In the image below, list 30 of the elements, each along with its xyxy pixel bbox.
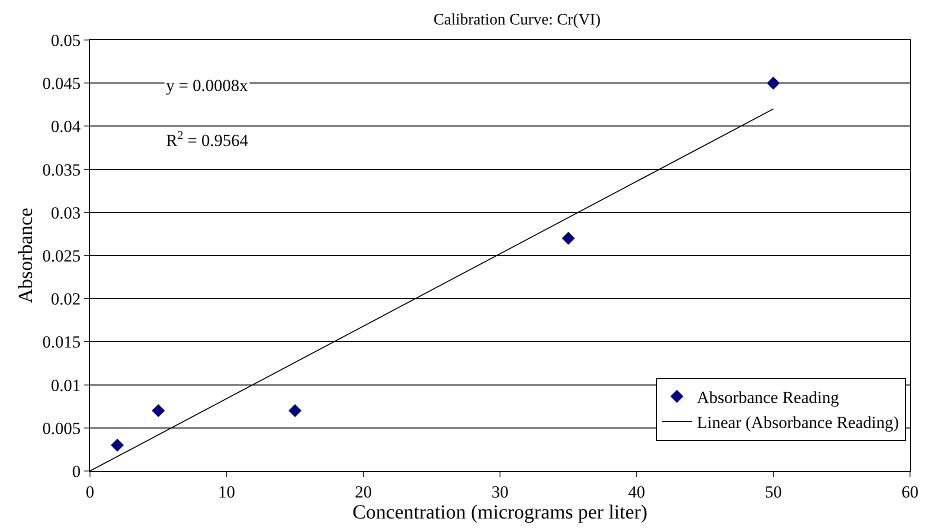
point bbox=[288, 404, 302, 418]
x-axis-title: Concentration (micrograms per liter) bbox=[352, 501, 648, 524]
x-tick-label: 50 bbox=[764, 482, 782, 502]
x-tick-label: 20 bbox=[354, 482, 372, 502]
y-tick-label: 0.035 bbox=[42, 160, 81, 180]
annotation: y = 0.0008x bbox=[166, 76, 248, 95]
y-tick-label: 0.05 bbox=[50, 30, 81, 50]
annotation: R$^{2}$ = 0.9564 bbox=[166, 128, 249, 150]
legend-label: Linear (Absorbance Reading) bbox=[696, 413, 899, 432]
y-tick-label: 0 bbox=[72, 462, 81, 481]
x-tick-label: 10 bbox=[218, 482, 236, 502]
point bbox=[110, 438, 124, 452]
y-tick-label: 0.04 bbox=[50, 117, 82, 136]
y-axis-title: Absorbance bbox=[14, 208, 37, 304]
point bbox=[766, 76, 780, 90]
y-tick-label: 0.01 bbox=[50, 376, 81, 395]
point bbox=[152, 404, 165, 418]
y-tick-label: 0.045 bbox=[42, 74, 81, 94]
x-tick-label: 40 bbox=[628, 482, 646, 502]
legend-label: Absorbance Reading bbox=[696, 388, 840, 408]
y-tick-label: 0.03 bbox=[50, 203, 81, 222]
y-tick-label: 0.025 bbox=[42, 246, 81, 266]
chart-title: Calibration Curve: Cr(VI) bbox=[433, 11, 601, 28]
y-tick-label: 0.005 bbox=[42, 418, 81, 438]
x-tick-label: 0 bbox=[86, 482, 94, 502]
y-tick-label: 0.02 bbox=[50, 290, 81, 309]
y-tick-label: 0.015 bbox=[42, 332, 81, 352]
x-tick-label: 60 bbox=[902, 482, 918, 502]
point bbox=[562, 232, 575, 245]
x-tick-label: 30 bbox=[492, 482, 508, 502]
